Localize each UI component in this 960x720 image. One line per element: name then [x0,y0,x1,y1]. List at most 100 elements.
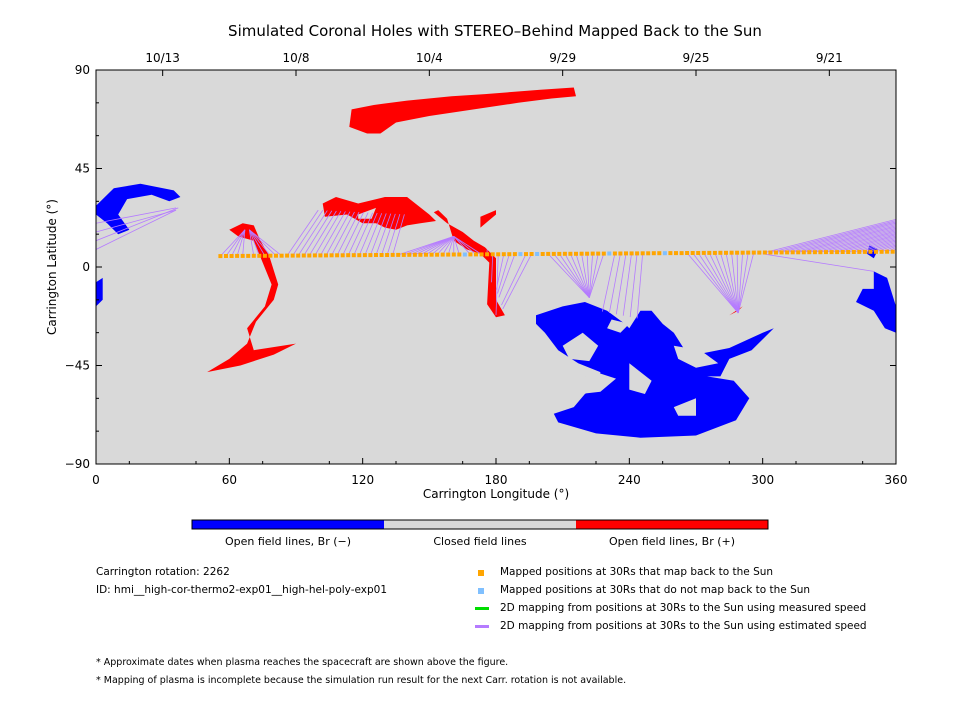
mapped-point-102 [785,250,790,255]
y-tick-label-4: −90 [65,457,90,471]
mapping-line-73 [615,253,627,315]
mapping-line-89 [714,252,739,314]
mapping-line-53 [498,254,516,298]
mapping-line-105 [803,227,896,253]
mapped-point-103 [790,250,795,255]
y-tick-label-2: 0 [82,260,90,274]
mapping-line-20 [331,211,355,256]
mapping-line-94 [737,252,744,313]
mapping-line-12 [286,209,319,256]
mapped-point-48 [485,252,490,257]
closed-field-island-0 [562,332,599,362]
mapped-point-66 [585,251,590,256]
x-tick-label-4: 240 [618,473,641,487]
colorbar-negative [192,520,384,529]
mapped-point-61 [557,251,562,256]
mapped-point-7 [257,253,262,258]
mapping-line-93 [736,252,739,313]
coronal-hole-regions [96,87,896,438]
mapped-point-28 [374,253,378,257]
mapping-line-112 [842,236,896,253]
mapped-point-50 [496,252,501,257]
date-label-2: 10/4 [416,51,443,65]
mapping-line-31 [392,214,405,256]
negative-coronal-hole-2 [536,302,774,438]
mapping-line-27 [370,213,387,256]
mapped-point-30 [385,253,390,257]
mapping-line-76 [636,253,644,319]
mapping-line-85 [692,252,739,314]
positive-coronal-hole-2 [433,210,505,318]
mapped-point-43 [457,252,462,257]
mapped-point-33 [401,252,406,257]
mapped-point-109 [824,250,828,255]
mapped-point-51 [501,252,506,257]
measured-line-icon [475,607,489,610]
closed-field-island-1 [629,363,652,394]
mapped-point-47 [479,252,484,257]
mapped-point-6 [251,253,256,258]
mapped-point-76 [640,251,645,256]
mapping-line-30 [386,213,401,256]
wrap-mapping-line-0 [96,207,177,224]
mapping-line-108 [820,231,896,253]
mapping-line-2 [231,229,246,257]
mapping-line-72 [608,253,621,314]
y-tick-label-3: −45 [65,359,90,373]
x-tick-label-5: 300 [751,473,774,487]
mapped-point-63 [568,251,573,256]
colorbar-label-negative: Open field lines, Br (−) [225,535,351,548]
x-tick-label-6: 360 [885,473,908,487]
mapped-point-22 [340,253,345,258]
mapped-point-52 [507,252,512,257]
mapped-point-53 [512,252,517,257]
mapped-point-96 [751,250,756,255]
colorbar-closed [384,520,576,529]
date-label-5: 9/21 [816,51,843,65]
mapping-line-110 [831,234,896,253]
mapping-line-7 [248,229,260,256]
mapped-point-37 [424,252,428,257]
mapped-point-78 [651,251,656,256]
mapped-point-93 [735,250,740,255]
mapping-line-90 [720,252,739,314]
chart-title: Simulated Coronal Holes with STEREO–Behi… [228,22,762,40]
mapped-point-8 [262,253,267,258]
mapped-point-97 [757,250,762,255]
mapping-line-103 [792,225,896,253]
mapping-line-63 [570,253,590,298]
mapped-point-121 [890,249,895,254]
mapping-line-51 [495,254,505,290]
mapping-line-86 [697,252,739,314]
estimated-line-icon [475,625,489,628]
mapped-point-12 [285,253,290,258]
mapped-point-106 [807,250,812,255]
mapped-points [218,249,895,259]
mapping-line-8 [248,229,266,256]
mapping-line-10 [249,229,277,256]
axes: 0 60 120 180 240 300 360 90 45 0 −45 −90 10/13 10/8 10… [65,51,908,487]
mapped-point-105 [801,250,806,255]
mapping-line-56 [502,253,532,310]
mapping-line-9 [249,229,271,256]
x-tick-label-0: 0 [92,473,100,487]
mapped-point-35 [412,252,417,257]
mapped-point-11 [279,253,284,258]
mapped-point-86 [696,251,701,255]
mapping-line-64 [575,253,590,298]
colorbar-positive [576,520,768,529]
colorbar-label-closed: Closed field lines [433,535,527,548]
mapped-point-55 [524,252,528,257]
colorbar-frame [191,519,769,530]
mapped-point-45 [468,252,473,257]
mapping-line-25 [358,212,378,256]
mapped-point-64 [574,251,578,256]
mapped-point-100 [774,250,778,255]
date-label-3: 9/29 [549,51,576,65]
mapping-line-39 [436,236,455,255]
mapped-point-21 [335,253,340,258]
positive-coronal-hole-5 [729,306,743,316]
mapping-line-17 [314,211,342,256]
mapped-point-69 [601,251,606,256]
x-tick-label-3: 180 [485,473,508,487]
